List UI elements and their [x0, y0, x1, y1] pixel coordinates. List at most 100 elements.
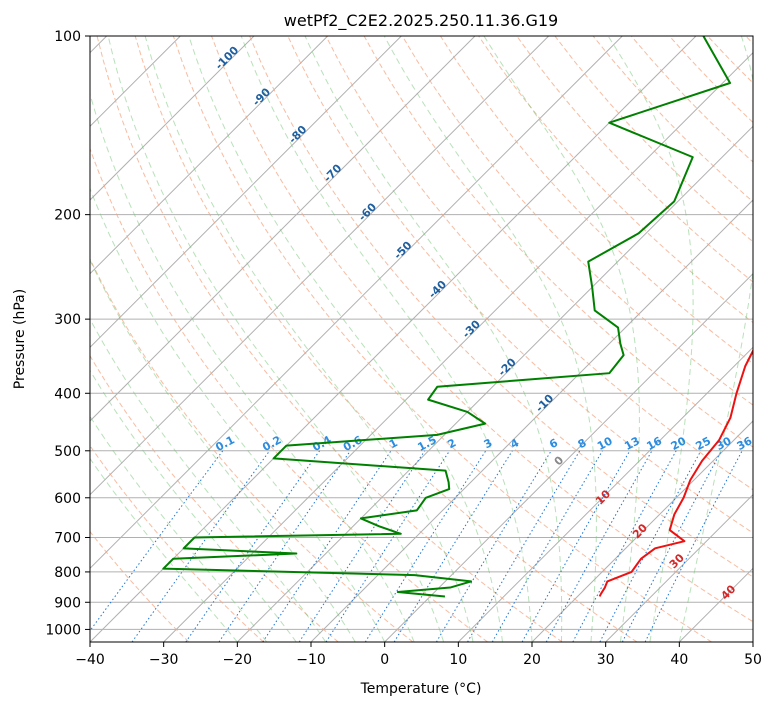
dry-adiabat	[325, 36, 753, 491]
y-tick-label: 100	[54, 29, 81, 45]
dry-adiabat-label: -10	[533, 392, 556, 415]
y-tick-label: 600	[54, 491, 81, 507]
dry-adiabat-label: -50	[391, 239, 414, 262]
dry-adiabat	[401, 36, 753, 406]
dry-adiabat-label: -80	[286, 123, 309, 146]
x-tick-label: 50	[744, 652, 762, 668]
moist-adiabat	[90, 318, 327, 642]
isotherm-line	[90, 36, 329, 275]
isotherm-line	[678, 567, 753, 642]
isotherm-line	[90, 36, 476, 422]
dry-adiabat	[249, 36, 753, 578]
isotherm-line	[90, 36, 623, 570]
dry-adiabat	[134, 36, 638, 642]
isotherm-line	[605, 493, 753, 642]
y-tick-label: 500	[54, 444, 81, 460]
dry-adiabat	[90, 147, 488, 642]
mixing-ratio-line	[521, 450, 631, 642]
x-tick-label: 0	[380, 652, 389, 668]
dry-adiabat-label: -60	[356, 200, 379, 223]
y-tick-label: 1000	[45, 622, 81, 638]
mixing-ratio-line	[644, 450, 743, 642]
moist-adiabat	[678, 36, 753, 642]
y-tick-label: 200	[54, 208, 81, 224]
x-axis-label: Temperature (°C)	[360, 681, 482, 697]
x-tick-label: 30	[597, 652, 615, 668]
dewpoint-profile	[162, 36, 732, 598]
isotherm-line	[752, 641, 753, 642]
y-axis-label: Pressure (hPa)	[12, 289, 28, 389]
dry-adiabat	[745, 36, 753, 45]
moist-adiabat-label: 0	[552, 453, 567, 468]
dry-adiabat-label: -20	[496, 355, 519, 378]
dry-adiabat	[440, 36, 753, 365]
dry-adiabat	[554, 36, 753, 243]
moist-adiabat	[90, 457, 238, 642]
moist-adiabat	[607, 36, 694, 642]
isotherm-line	[310, 199, 753, 642]
dry-adiabat	[90, 444, 264, 642]
mixing-ratio-line	[90, 450, 224, 632]
mixing-ratio-label: 10	[595, 434, 615, 453]
moist-adiabat	[90, 187, 386, 642]
isotherm-line	[90, 36, 697, 642]
moist-adiabat	[483, 36, 640, 642]
x-tick-label: 20	[523, 652, 541, 668]
background-lines	[90, 36, 753, 642]
x-tick-label: 40	[670, 652, 688, 668]
mixing-ratio-label: 6	[547, 436, 560, 451]
mixing-ratio-label: 25	[693, 434, 713, 453]
mixing-ratio-line	[572, 450, 677, 642]
moist-adiabat	[240, 36, 533, 642]
x-tick-label: −10	[296, 652, 326, 668]
temperature-profile	[598, 348, 753, 597]
mixing-ratio-line	[262, 450, 392, 642]
x-tick-label: 10	[449, 652, 467, 668]
isotherm-line	[90, 36, 550, 496]
axis-ticks: −40 −30 −20 −10 0 10 20 30 40 5010020030040050060…	[45, 29, 762, 668]
mixing-ratio-label: 13	[622, 434, 642, 453]
mixing-ratio-line	[185, 450, 320, 642]
dry-adiabat-label: -100	[213, 44, 242, 73]
moist-adiabat	[107, 36, 445, 642]
dry-adiabat-label: -30	[460, 317, 483, 340]
dry-adiabat	[90, 530, 190, 642]
profile-lines	[162, 36, 753, 598]
mixing-ratio-label: 3	[482, 436, 495, 451]
dry-adiabat	[211, 36, 753, 623]
dry-adiabat	[478, 36, 753, 324]
mixing-ratio-label: 20	[669, 434, 689, 453]
isotherm-line	[457, 346, 753, 642]
dry-adiabat	[516, 36, 753, 283]
dry-adiabat	[90, 257, 414, 642]
dry-adiabat-label: -40	[426, 278, 449, 301]
chart-title: wetPf2_C2E2.2025.250.11.36.G19	[284, 11, 558, 31]
mixing-ratio-line	[131, 450, 271, 642]
x-tick-label: −20	[223, 652, 253, 668]
moist-adiabat	[304, 36, 563, 642]
y-tick-label: 900	[54, 595, 81, 611]
mixing-ratio-line	[364, 450, 487, 642]
mixing-ratio-label: 2	[445, 436, 458, 451]
isotherm-line	[90, 36, 402, 349]
mixing-ratio-label: 16	[644, 434, 664, 453]
isotherm-line	[163, 51, 753, 642]
moist-adiabat	[90, 258, 356, 642]
x-tick-label: −30	[149, 652, 179, 668]
x-tick-label: −40	[75, 652, 105, 668]
mixing-ratio-line	[218, 450, 351, 642]
isotherm-line	[531, 420, 753, 642]
dry-adiabat-label: -70	[321, 161, 344, 184]
dry-adiabat	[172, 36, 712, 642]
isotherm-line	[90, 36, 255, 201]
moist-adiabat	[90, 415, 268, 642]
y-tick-label: 700	[54, 531, 81, 547]
mixing-ratio-line	[545, 450, 653, 642]
mixing-ratio-line	[298, 450, 426, 642]
mixing-ratio-label: 4	[508, 436, 521, 451]
plot-frame	[89, 35, 754, 643]
mixing-ratio-label: 36	[735, 434, 755, 453]
dry-adiabat	[90, 354, 339, 642]
y-tick-label: 400	[54, 386, 81, 402]
